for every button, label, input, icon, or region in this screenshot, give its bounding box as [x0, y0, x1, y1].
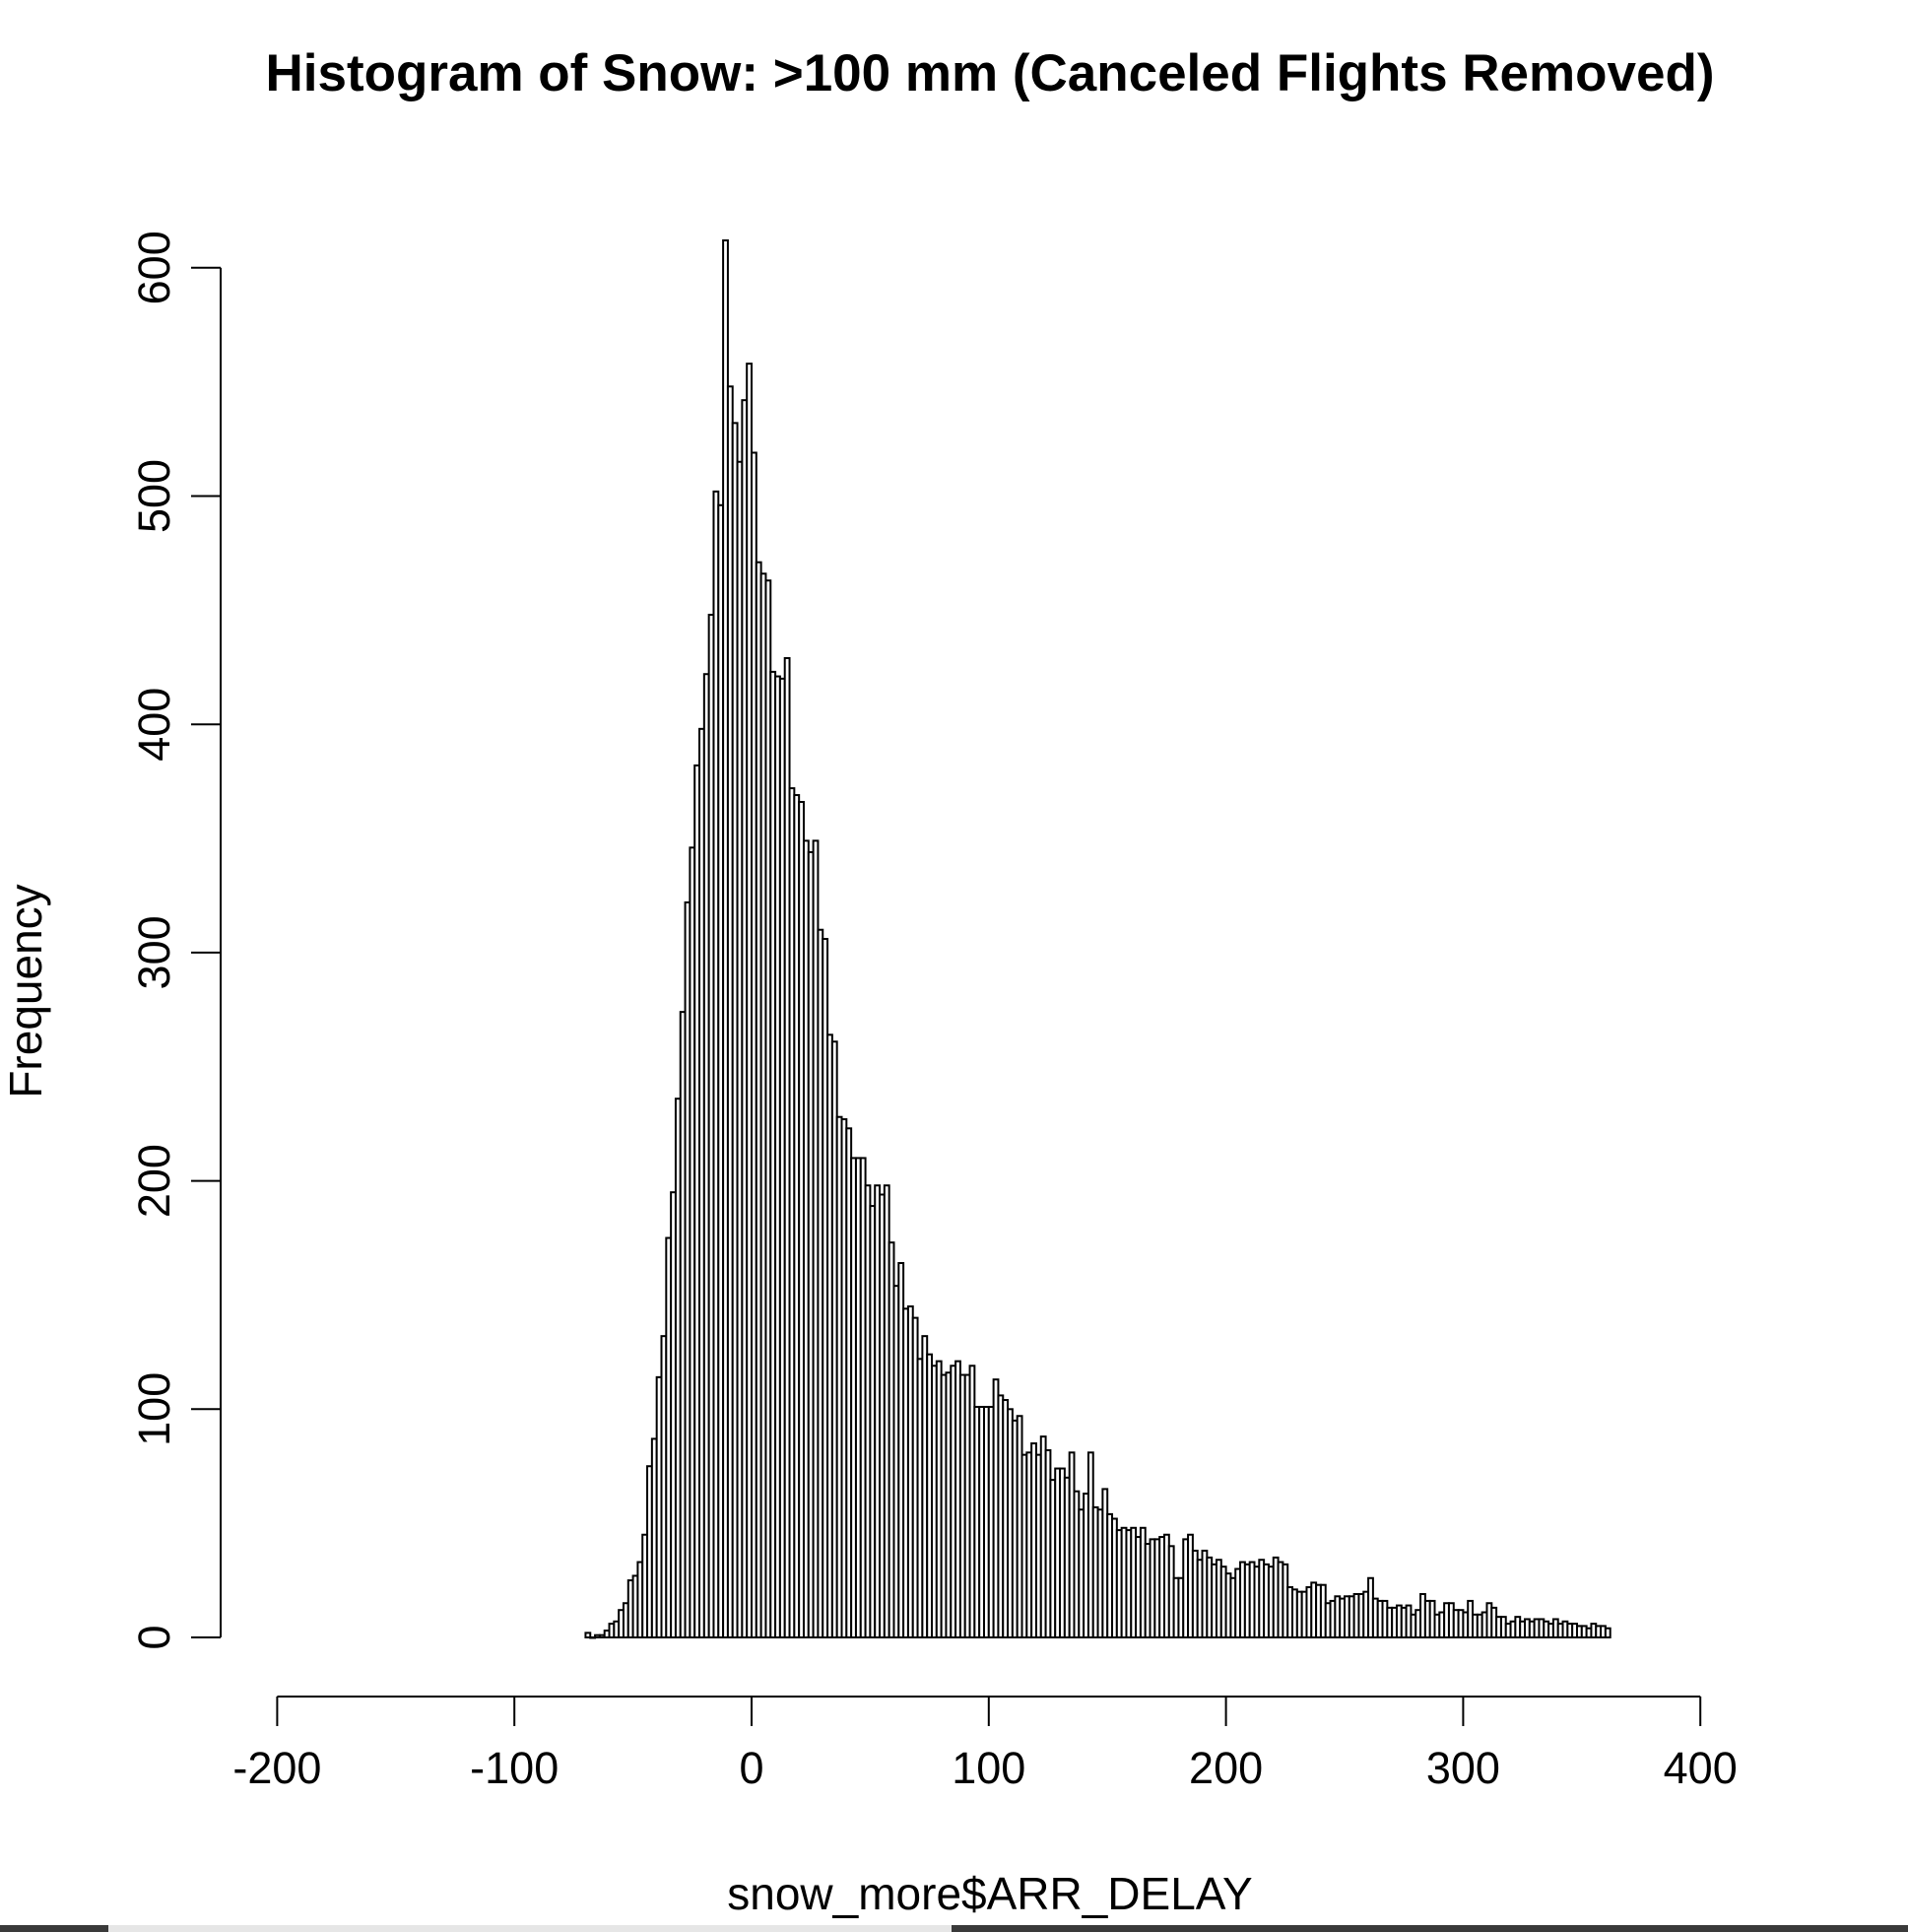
y-tick-label: 500 [129, 459, 179, 533]
histogram-bar [1604, 1627, 1612, 1639]
y-tick-label: 0 [129, 1625, 179, 1649]
x-tick-label: 200 [1189, 1743, 1263, 1793]
x-tick-label: 0 [739, 1743, 763, 1793]
window-bottom-strip-right [952, 1925, 1908, 1932]
y-tick-label: 400 [129, 688, 179, 762]
y-axis: 0 100 200 300 400 500 600 [129, 231, 222, 1650]
histogram-bar [584, 1632, 592, 1638]
y-tick-label: 100 [129, 1372, 179, 1446]
x-axis: -200 -100 0 100 200 300 400 [232, 1696, 1738, 1793]
x-tick-label: -100 [470, 1743, 559, 1793]
x-axis-title: snow_more$ARR_DELAY [727, 1868, 1253, 1919]
x-tick-label: 400 [1664, 1743, 1738, 1793]
x-tick-label: 100 [952, 1743, 1025, 1793]
y-tick-label: 200 [129, 1144, 179, 1218]
histogram-bars [584, 238, 1612, 1639]
x-tick-label: 300 [1426, 1743, 1500, 1793]
x-tick-label: -200 [232, 1743, 321, 1793]
y-tick-label: 300 [129, 915, 179, 989]
window-bottom-strip-left [0, 1925, 108, 1932]
y-axis-title: Frequency [0, 884, 51, 1098]
chart-title: Histogram of Snow: >100 mm (Canceled Fli… [265, 44, 1714, 102]
y-tick-label: 600 [129, 231, 179, 304]
